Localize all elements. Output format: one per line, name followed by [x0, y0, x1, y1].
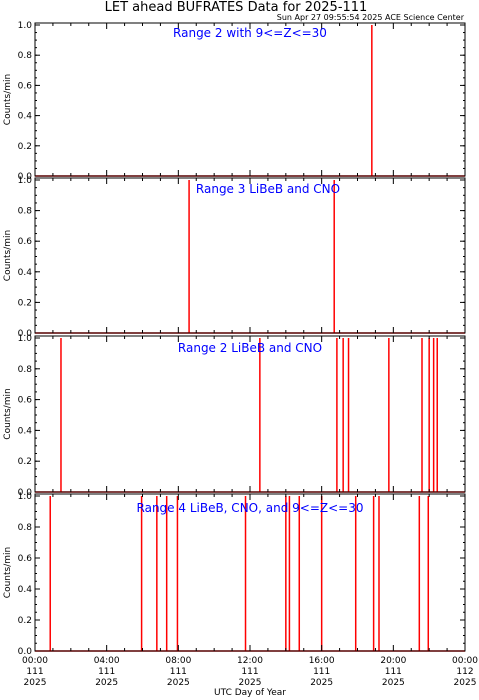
x-tick-year: 2025	[167, 678, 190, 688]
y-tick-label: 0.4	[18, 426, 33, 436]
x-tick-day: 111	[26, 667, 43, 677]
x-axis-label: UTC Day of Year	[214, 688, 286, 698]
y-tick-label: 0.2	[18, 298, 32, 308]
y-tick-label: 0.0	[18, 488, 33, 498]
panel-frame	[34, 335, 466, 493]
panel-label: Range 4 LiBeB, CNO, and 9<=Z<=30	[137, 501, 364, 515]
timestamp: Sun Apr 27 09:55:54 2025 ACE Science Cen…	[277, 13, 465, 22]
y-tick-label: 0.2	[18, 616, 32, 626]
y-tick-label: 0.2	[18, 457, 32, 467]
y-tick-label: 1.0	[18, 334, 33, 344]
x-tick-day: 111	[241, 667, 258, 677]
panel-frame	[34, 22, 466, 177]
x-tick-year: 2025	[239, 678, 262, 688]
y-tick-label: 0.0	[18, 329, 33, 339]
y-tick-label: 0.6	[18, 554, 33, 564]
y-tick-label: 0.6	[18, 237, 33, 247]
x-tick-year: 2025	[24, 678, 47, 688]
y-tick-label: 0.4	[18, 268, 33, 278]
y-axis-label: Counts/min	[3, 388, 13, 439]
x-tick-day: 111	[170, 667, 187, 677]
y-tick-label: 1.0	[18, 21, 33, 31]
x-tick-time: 16:00	[309, 656, 335, 666]
panel-3: 0.0 0.2 0.4 0.6 0.8 1.0 Counts/min Range 2 LiBe…	[3, 334, 466, 498]
y-axis-label: Counts/min	[3, 230, 13, 281]
panel-label: Range 2 LiBeB and CNO	[178, 341, 322, 355]
y-tick-label: 0.4	[18, 112, 33, 122]
panel-frame	[34, 177, 466, 334]
x-tick-time: 20:00	[380, 656, 406, 666]
chart-title: LET ahead BUFRATES Data for 2025-111	[105, 0, 368, 15]
y-tick-label: 0.2	[18, 142, 32, 152]
x-tick-year: 2025	[95, 678, 118, 688]
y-tick-label: 0.0	[18, 647, 33, 657]
y-tick-label: 0.6	[18, 396, 33, 406]
x-tick-day: 111	[313, 667, 330, 677]
x-tick-time: 08:00	[165, 656, 191, 666]
y-tick-label: 0.8	[18, 365, 33, 375]
x-tick-year: 2025	[382, 678, 405, 688]
x-axis-ticks: 00:00111202504:00111202508:00111202512:0…	[22, 656, 478, 688]
panel-label: Range 2 with 9<=Z<=30	[173, 26, 327, 40]
x-tick-time: 04:00	[94, 656, 120, 666]
y-tick-label: 1.0	[18, 176, 33, 186]
y-axis-label: Counts/min	[3, 74, 13, 125]
panel-2: 0.0 0.2 0.4 0.6 0.8 1.0 Counts/min Range 3 LiBe…	[3, 176, 466, 339]
y-tick-label: 0.8	[18, 51, 33, 61]
x-tick-year: 2025	[454, 678, 477, 688]
y-tick-label: 0.6	[18, 81, 33, 91]
y-tick-label: 0.8	[18, 207, 33, 217]
x-tick-day: 111	[385, 667, 402, 677]
y-axis-label: Counts/min	[3, 547, 13, 598]
y-tick-label: 1.0	[18, 492, 33, 502]
panel-frame	[34, 493, 466, 652]
x-tick-year: 2025	[310, 678, 333, 688]
y-tick-label: 0.8	[18, 523, 33, 533]
x-tick-time: 00:00	[452, 656, 478, 666]
x-tick-time: 12:00	[237, 656, 263, 666]
y-tick-label: 0.4	[18, 585, 33, 595]
x-tick-day: 112	[456, 667, 473, 677]
x-tick-day: 111	[98, 667, 115, 677]
panel-1: 0.0 0.2 0.4 0.6 0.8 1.0 Counts/min Range 2 with…	[3, 21, 466, 182]
panels: 0.0 0.2 0.4 0.6 0.8 1.0 Counts/min Range 2 with…	[3, 21, 466, 657]
panel-label: Range 3 LiBeB and CNO	[196, 182, 340, 196]
x-tick-time: 00:00	[22, 656, 48, 666]
y-tick-label: 0.0	[18, 172, 33, 182]
panel-4: 0.0 0.2 0.4 0.6 0.8 1.0 Counts/min Range 4 LiBe…	[3, 492, 466, 657]
